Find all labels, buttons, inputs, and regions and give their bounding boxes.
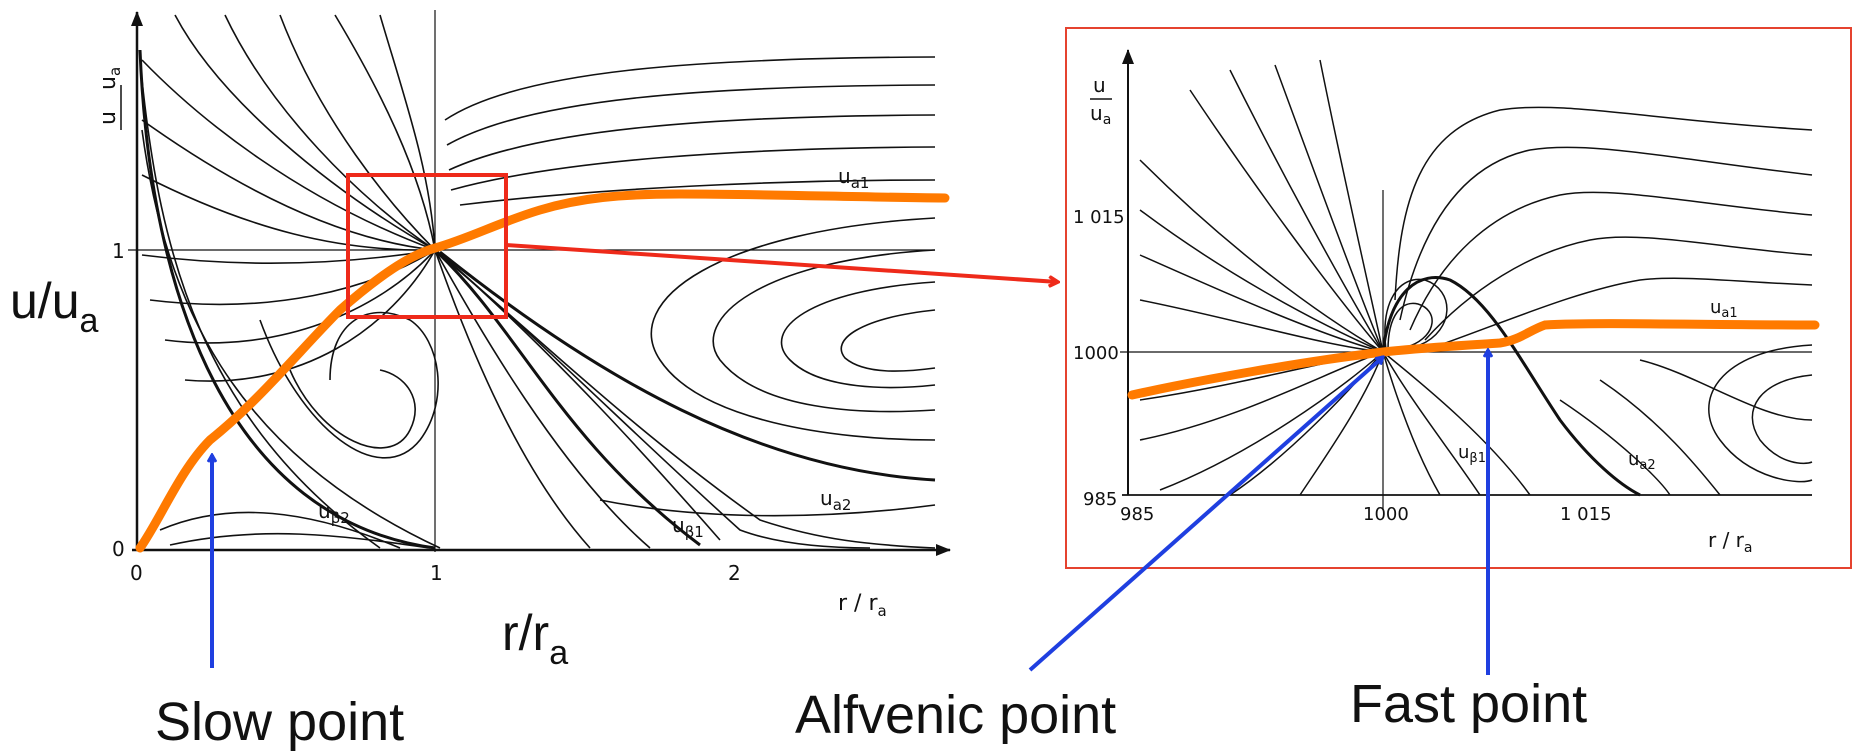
overlay-x-label: r/ra: [502, 605, 568, 672]
left-ytick-0: 0: [112, 537, 125, 561]
right-ytick-1000: 1000: [1073, 343, 1119, 364]
right-plot-frame: [1065, 27, 1852, 569]
left-ylabel-den-sub: a: [106, 67, 124, 76]
left-plot: 1 0 0 1 2 u ua r / ra ua1 ua2 uβ2 uβ1: [96, 10, 1058, 620]
right-ytick-1015: 1 015: [1073, 207, 1125, 228]
left-label-ua1: ua1: [838, 164, 869, 192]
right-separatrices: [1381, 276, 1641, 497]
left-highlight-curve: [135, 189, 950, 553]
svg-text:u: u: [96, 111, 121, 125]
fast-point-label: Fast point: [1350, 674, 1587, 734]
left-label-ua2: ua2: [820, 486, 851, 514]
slow-point-label: Slow point: [155, 692, 404, 752]
right-label-ua1: ua1: [1710, 297, 1738, 321]
svg-text:u: u: [1093, 73, 1106, 97]
right-ytick-985: 985: [1083, 489, 1117, 510]
right-plot: 1 015 1000 985 985 1000 1 015 u ua r / r…: [1065, 27, 1852, 569]
right-xtick-985: 985: [1120, 504, 1154, 525]
right-label-ua2: ua2: [1628, 449, 1656, 473]
left-streamlines: [141, 14, 936, 549]
left-label-ub1: uβ1: [672, 513, 704, 541]
right-xtick-1015: 1 015: [1560, 504, 1612, 525]
left-ytick-1: 1: [112, 239, 125, 263]
alfvenic-point-arrow: [1028, 357, 1383, 672]
left-ylabel-num: u: [96, 111, 121, 125]
left-xtick-0: 0: [130, 561, 143, 585]
svg-text:ua: ua: [1090, 101, 1111, 128]
zoom-arrow: [505, 243, 1058, 282]
right-xtick-1000: 1000: [1363, 504, 1409, 525]
svg-text:ua: ua: [96, 67, 124, 90]
left-label-ub2: uβ2: [318, 499, 350, 527]
overlay-y-label: u/ua: [10, 273, 99, 340]
left-separatrices: [138, 49, 936, 550]
left-y-axis-label: u ua: [96, 67, 124, 130]
left-xtick-2: 2: [728, 561, 741, 585]
right-highlight-curve: [1127, 319, 1820, 400]
right-y-axis-label: u ua: [1090, 73, 1112, 128]
alfvenic-point-label: Alfvenic point: [795, 685, 1116, 745]
right-label-ub1: uβ1: [1458, 442, 1486, 466]
left-x-axis-label: r / ra: [838, 591, 887, 620]
right-x-axis-label: r / ra: [1708, 528, 1753, 556]
left-ylabel-den: u: [96, 76, 121, 90]
left-xtick-1: 1: [430, 561, 443, 585]
